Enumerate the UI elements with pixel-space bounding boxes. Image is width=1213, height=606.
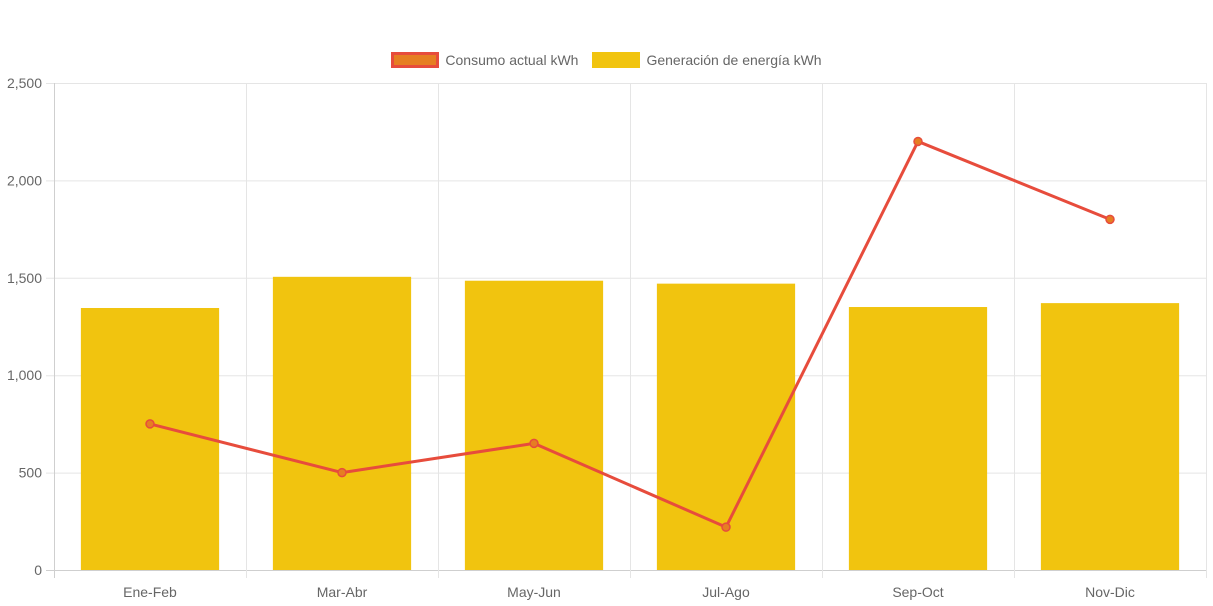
x-tick-label: Sep-Oct xyxy=(892,584,943,600)
x-tick-label: May-Jun xyxy=(507,584,561,600)
bar-generacion xyxy=(656,283,796,570)
y-tick-label: 2,500 xyxy=(7,75,42,91)
bar-generacion xyxy=(1040,303,1180,570)
point-consumo xyxy=(721,522,731,532)
x-tick-label: Ene-Feb xyxy=(123,584,177,600)
legend-item-consumo[interactable]: Consumo actual kWh xyxy=(391,52,578,68)
legend-swatch-consumo xyxy=(391,52,440,68)
legend-swatch-generacion xyxy=(592,52,641,68)
legend-label-generacion: Generación de energía kWh xyxy=(646,52,822,68)
bar-generacion xyxy=(848,307,988,570)
point-consumo xyxy=(337,467,347,478)
point-consumo xyxy=(529,438,539,449)
x-tick-label: Jul-Ago xyxy=(702,584,750,600)
point-consumo xyxy=(145,419,155,429)
x-tick-label: Mar-Abr xyxy=(317,584,368,600)
bar-generacion xyxy=(80,307,220,570)
x-tick-label: Nov-Dic xyxy=(1085,584,1135,600)
legend-label-consumo: Consumo actual kWh xyxy=(445,52,579,68)
legend: Consumo actual kWh Generación de energía… xyxy=(0,52,1213,68)
y-tick-label: 1,500 xyxy=(7,270,42,286)
legend-item-generacion[interactable]: Generación de energía kWh xyxy=(592,52,822,68)
y-tick-label: 2,000 xyxy=(7,172,42,188)
bar-generacion xyxy=(464,280,604,570)
y-tick-label: 500 xyxy=(19,465,43,481)
line-consumo xyxy=(149,139,1111,529)
point-consumo xyxy=(1105,214,1115,225)
bar-generacion xyxy=(272,276,412,570)
y-tick-label: 1,000 xyxy=(7,367,42,383)
y-tick-label: 0 xyxy=(34,562,42,578)
point-consumo xyxy=(913,136,923,147)
